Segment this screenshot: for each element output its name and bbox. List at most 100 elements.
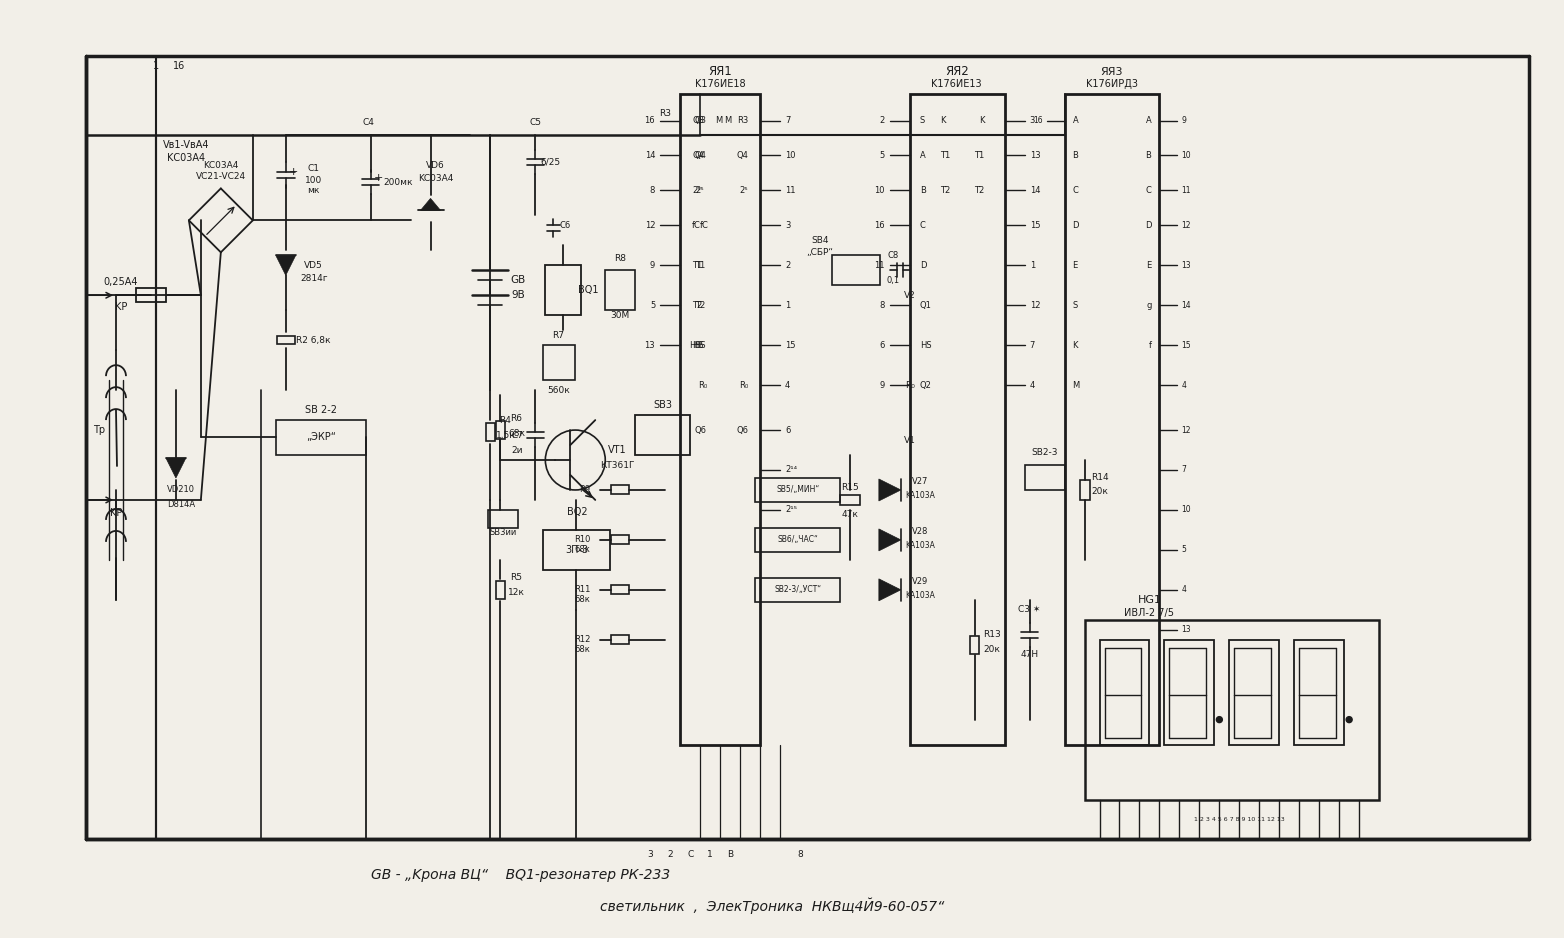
Text: 16: 16 (644, 116, 655, 125)
Text: 560к: 560к (547, 386, 569, 395)
Text: 100: 100 (305, 176, 322, 185)
Text: 5: 5 (879, 151, 885, 160)
Text: 1: 1 (785, 301, 790, 310)
Text: 47H: 47H (1021, 650, 1038, 659)
Text: K176ИЕ18: K176ИЕ18 (694, 79, 746, 88)
Text: R₀: R₀ (738, 381, 748, 389)
Text: V28: V28 (912, 527, 927, 537)
Text: 6/25: 6/25 (540, 158, 560, 167)
Text: Tр: Tр (92, 425, 105, 435)
Text: HS: HS (920, 340, 932, 350)
Text: Q1: Q1 (920, 301, 932, 310)
Circle shape (1347, 717, 1353, 722)
Text: T1: T1 (694, 261, 705, 270)
Text: A: A (920, 151, 926, 160)
Text: 4: 4 (1181, 381, 1186, 389)
Polygon shape (879, 529, 901, 551)
Text: VT1: VT1 (608, 445, 627, 455)
Text: V27: V27 (912, 477, 927, 487)
Text: 2¹⁵: 2¹⁵ (785, 506, 798, 514)
Text: Vв1-VвА4: Vв1-VвА4 (163, 141, 210, 150)
Text: 5: 5 (651, 301, 655, 310)
Text: R12: R12 (574, 635, 590, 644)
Text: B: B (727, 850, 734, 859)
Text: 15: 15 (1029, 220, 1040, 230)
Text: SB3ии: SB3ии (490, 528, 518, 537)
Text: M: M (715, 116, 723, 125)
Text: 5: 5 (1181, 545, 1186, 554)
Text: VD6: VD6 (425, 161, 444, 170)
Text: V1: V1 (904, 435, 917, 445)
Text: 15: 15 (785, 340, 796, 350)
Text: 15: 15 (1181, 340, 1192, 350)
Text: 7: 7 (1029, 340, 1035, 350)
Polygon shape (879, 579, 901, 601)
Text: SB2-3/„УСТ“: SB2-3/„УСТ“ (774, 585, 821, 595)
Text: Q3: Q3 (693, 116, 704, 125)
Text: T2: T2 (940, 186, 949, 195)
Text: D: D (1073, 220, 1079, 230)
Text: D: D (920, 261, 926, 270)
Text: 8: 8 (879, 301, 885, 310)
Text: C5: C5 (529, 118, 541, 127)
Text: ИВЛ-2 7/5: ИВЛ-2 7/5 (1125, 608, 1175, 618)
Text: C: C (687, 850, 693, 859)
Text: 10: 10 (785, 151, 796, 160)
Text: „ЭКР“: „ЭКР“ (305, 432, 336, 442)
Text: R2 6,8к: R2 6,8к (297, 336, 332, 344)
Text: светильник  ,  ЭлекТроника  НКBщ4Й9-60-057“: светильник , ЭлекТроника НКBщ4Й9-60-057“ (601, 897, 945, 914)
Text: KС03А4: KС03А4 (203, 161, 239, 170)
Text: A: A (1073, 116, 1078, 125)
Text: KA103A: KA103A (906, 492, 935, 501)
Text: 10: 10 (1181, 151, 1192, 160)
Text: R13: R13 (982, 630, 1001, 640)
Text: 16: 16 (1032, 116, 1043, 125)
Text: T2: T2 (693, 301, 702, 310)
Text: K: K (979, 116, 985, 125)
Text: 12: 12 (1029, 301, 1040, 310)
Text: C1: C1 (308, 164, 319, 173)
Text: SB2-3: SB2-3 (1031, 447, 1057, 457)
Text: R₀: R₀ (906, 381, 915, 389)
Text: HG1: HG1 (1137, 595, 1162, 605)
Text: C8: C8 (887, 250, 898, 260)
Text: 20к: 20к (1092, 488, 1107, 496)
Text: 2814г: 2814г (300, 274, 327, 282)
Text: V29: V29 (912, 577, 927, 586)
Text: ЯЯ3: ЯЯ3 (1099, 67, 1123, 77)
Text: 0,25А4: 0,25А4 (103, 278, 138, 287)
Text: KA103A: KA103A (906, 541, 935, 551)
Text: Q4: Q4 (694, 151, 705, 160)
Polygon shape (879, 479, 901, 501)
Text: R₀: R₀ (699, 381, 708, 389)
Text: КТ361Г: КТ361Г (601, 461, 635, 470)
Text: 12к: 12к (508, 588, 526, 598)
Text: S: S (1073, 301, 1078, 310)
Text: R9: R9 (579, 486, 590, 494)
Text: 47к: 47к (841, 510, 859, 520)
Text: M: M (724, 116, 732, 125)
Text: SB 2-2: SB 2-2 (305, 405, 336, 416)
Text: 13: 13 (1029, 151, 1040, 160)
Text: 68к: 68к (574, 545, 590, 554)
Text: KС03А4: KС03А4 (167, 154, 205, 163)
Text: K: K (940, 116, 945, 125)
Text: 9: 9 (1181, 116, 1186, 125)
Text: 4: 4 (1181, 585, 1186, 595)
Text: HS: HS (694, 340, 705, 350)
Text: C3 ✶: C3 ✶ (1018, 605, 1040, 614)
Text: B: B (920, 186, 926, 195)
Text: 8: 8 (798, 850, 802, 859)
Text: VD210: VD210 (167, 486, 196, 494)
Text: 11: 11 (785, 186, 796, 195)
Text: A: A (1146, 116, 1151, 125)
Text: B: B (1073, 151, 1079, 160)
Text: K: K (1073, 340, 1078, 350)
Text: Q4: Q4 (693, 151, 704, 160)
Text: VD5: VD5 (305, 261, 324, 270)
Text: ЯЯ1: ЯЯ1 (708, 65, 732, 78)
Text: Q3: Q3 (694, 116, 705, 125)
Text: C: C (920, 220, 926, 230)
Text: BQ1: BQ1 (579, 285, 599, 295)
Text: Q6: Q6 (694, 426, 705, 434)
